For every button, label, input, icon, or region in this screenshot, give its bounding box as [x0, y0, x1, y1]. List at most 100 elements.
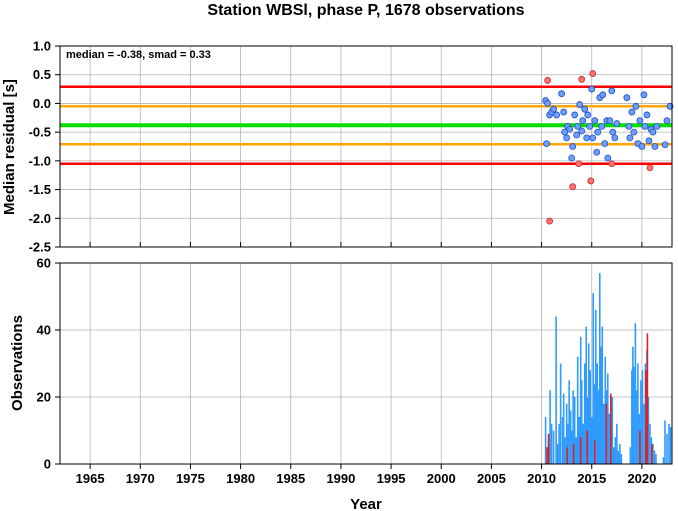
inlier-point — [578, 127, 586, 135]
residual-y-tick-label: -0.5 — [29, 125, 51, 140]
outlier-point — [589, 70, 597, 77]
year-tick-label: 2010 — [527, 471, 556, 486]
inlier-point — [613, 120, 621, 127]
inlier-point — [628, 108, 636, 116]
outlier-point — [546, 217, 553, 225]
year-tick-label: 1985 — [276, 471, 305, 486]
observations-y-tick-label: 20 — [37, 390, 51, 405]
observations-y-ticks: 0 20 40 60 — [37, 256, 60, 472]
chart-title: Station WBSl, phase P, 1678 observations — [207, 2, 524, 19]
outlier-point — [575, 160, 583, 168]
residual-y-ticks: 1.0 0.5 0.0 -0.5 -1.0 -1.5 -2.0 -2.5 — [29, 39, 643, 255]
inlier-point — [544, 100, 551, 107]
inlier-point — [649, 128, 657, 136]
inlier-point — [589, 134, 597, 142]
year-tick-label: 2005 — [477, 471, 506, 486]
inlier-point — [558, 90, 566, 98]
outlier-point — [578, 75, 586, 83]
inlier-point — [583, 134, 591, 142]
inlier-point — [574, 123, 582, 130]
inlier-point — [576, 101, 584, 108]
outlier-point — [608, 160, 616, 168]
inlier-point — [571, 111, 579, 119]
inlier-point — [593, 148, 601, 156]
residual-panel: 1.0 0.5 0.0 -0.5 -1.0 -1.5 -2.0 -2.5 median = -… — [1, 39, 674, 255]
inlier-point — [640, 91, 648, 99]
year-tick-label: 1980 — [226, 471, 255, 486]
inlier-point — [638, 143, 646, 150]
inlier-point — [573, 131, 581, 139]
inlier-point — [641, 123, 649, 130]
inlier-point — [643, 111, 651, 119]
residual-grid — [60, 45, 672, 248]
inlier-point — [661, 141, 669, 149]
year-tick-label: 2000 — [427, 471, 456, 486]
residual-y-tick-label: 0.5 — [33, 67, 51, 82]
inlier-point — [604, 154, 612, 162]
inlier-point — [563, 134, 571, 142]
year-tick-label: 1975 — [176, 471, 205, 486]
inlier-point — [586, 123, 594, 130]
inlier-point — [581, 105, 589, 113]
observations-frame — [59, 262, 673, 465]
outlier-point — [544, 77, 551, 84]
inlier-point — [606, 117, 614, 125]
inlier-point — [611, 134, 619, 142]
inlier-point — [598, 123, 606, 130]
inlier-point — [588, 85, 596, 93]
year-tick-label: 2020 — [627, 471, 656, 486]
inlier-point — [560, 108, 568, 116]
inlier-point — [568, 154, 576, 162]
observations-y-tick-label: 60 — [37, 256, 51, 271]
observations-y-tick-label: 0 — [44, 457, 51, 472]
year-tick-label: 1995 — [377, 471, 406, 486]
inlier-point — [569, 143, 577, 150]
inlier-point — [636, 117, 644, 125]
inlier-point — [626, 134, 634, 142]
residual-y-label: Median residual [s] — [1, 79, 18, 215]
inlier-point — [609, 128, 617, 136]
inlier-point — [579, 117, 587, 125]
observations-y-tick-label: 40 — [37, 323, 51, 338]
inlier-point — [653, 123, 661, 130]
inlier-point — [632, 102, 640, 110]
inlier-point — [553, 111, 561, 119]
inlier-point — [666, 102, 674, 110]
residual-y-tick-label: -2.0 — [29, 211, 51, 226]
inlier-point — [599, 91, 607, 99]
x-axis-label: Year — [350, 496, 382, 511]
year-tick-label: 1990 — [326, 471, 355, 486]
inlier-point — [584, 111, 592, 119]
inlier-point — [594, 128, 602, 136]
inlier-point — [591, 117, 599, 125]
residual-y-tick-label: -2.5 — [29, 240, 51, 255]
inlier-point — [645, 137, 653, 145]
inlier-point — [663, 117, 671, 125]
residual-y-tick-label: 1.0 — [33, 39, 51, 54]
inlier-point — [651, 143, 659, 150]
residual-points — [542, 70, 674, 225]
inlier-point — [566, 125, 574, 133]
inlier-point — [608, 87, 616, 95]
observations-y-label: Observations — [9, 315, 26, 411]
residual-y-tick-label: -1.0 — [29, 153, 51, 168]
stats-annotation: median = -0.38, smad = 0.33 — [66, 49, 211, 61]
residual-y-tick-label: 0.0 — [33, 96, 51, 111]
inlier-point — [630, 128, 638, 136]
inlier-point — [550, 105, 558, 113]
outlier-point — [587, 177, 595, 185]
inlier-point — [625, 123, 633, 130]
residual-y-tick-label: -1.5 — [29, 182, 51, 197]
observations-panel: 0 20 40 60 1965 1970 1975 1980 1985 1990 1995 2000… — [9, 256, 673, 511]
inlier-point — [601, 140, 609, 148]
year-ticks: 1965 1970 1975 1980 1985 1990 1995 2000 2005 2010… — [76, 464, 656, 486]
year-tick-label: 1970 — [126, 471, 155, 486]
observations-bars — [544, 273, 672, 464]
residual-frame — [59, 45, 673, 248]
year-tick-label: 2015 — [577, 471, 606, 486]
inlier-point — [623, 94, 631, 102]
year-tick-label: 1965 — [76, 471, 105, 486]
outlier-point — [646, 164, 654, 172]
outlier-point — [569, 183, 577, 191]
